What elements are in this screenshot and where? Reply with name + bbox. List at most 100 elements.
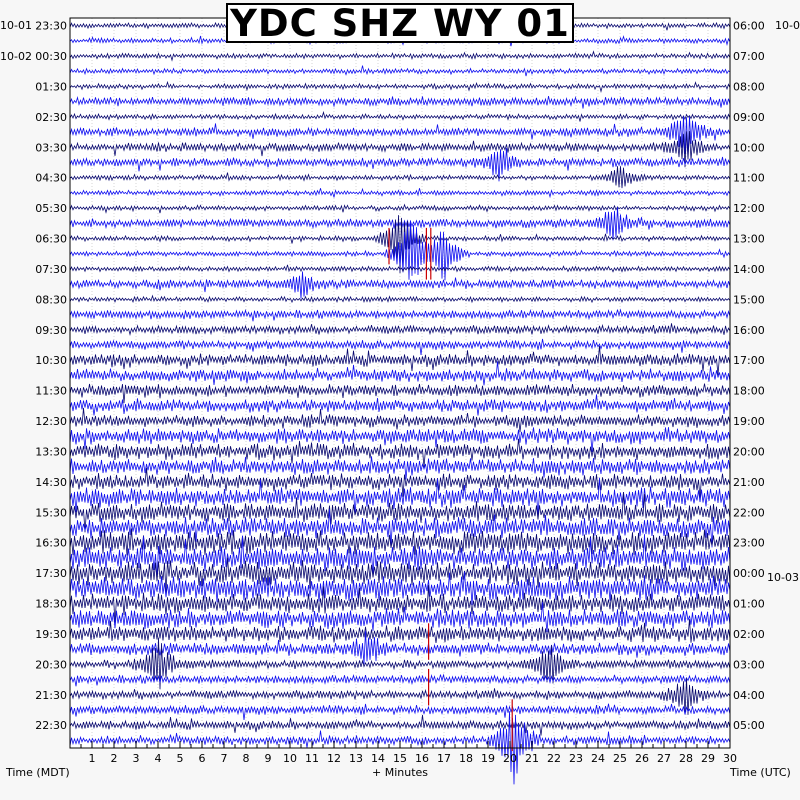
seismogram-traces [69,20,731,785]
trace-row [69,467,731,498]
x-tick-label: 10 [283,752,297,765]
y-tick-label-left: 08:30 [35,293,67,306]
x-axis-label: + Minutes [372,766,429,779]
plot-area [70,18,730,748]
x-tick-label: 20 [503,752,517,765]
y-tick-label-right: 17:00 [733,354,765,367]
right-axis-label: Time (UTC) [730,766,791,779]
x-tick-label: 28 [679,752,693,765]
y-tick-label-left: 01:30 [35,80,67,93]
y-tick-label-left: 12:30 [35,415,67,428]
y-tick-label-left: 20:30 [35,658,67,671]
y-tick-label-right: 18:00 [733,385,765,398]
y-tick-label-left: 00:30 [35,50,67,63]
x-tick-label: 6 [199,752,206,765]
y-tick-label-right: 22:00 [733,506,765,519]
trace-row [69,95,731,109]
y-tick-label-right: 01:00 [733,598,765,611]
trace-row [69,187,731,199]
y-tick-label-right: 11:00 [733,172,765,185]
trace-row [69,264,731,273]
x-tick-label: 4 [155,752,162,765]
x-tick-label: 29 [701,752,715,765]
y-tick-label-right: 16:00 [733,324,765,337]
trace-row [69,383,731,404]
trace-row [69,207,731,241]
x-tick-label: 22 [547,752,561,765]
y-tick-label-right: 03:00 [733,658,765,671]
y-tick-label-left: 15:30 [35,506,67,519]
y-tick-label-right: 13:00 [733,233,765,246]
x-tick-label: 5 [177,752,184,765]
y-tick-label-right: 02:00 [733,628,765,641]
y-tick-label-left: 05:30 [35,202,67,215]
right-date-label-top: 10-02 [775,19,800,32]
trace-row [69,637,731,690]
trace-row [69,116,731,156]
x-tick-label: 15 [393,752,407,765]
y-tick-label-right: 15:00 [733,293,765,306]
pick-markers [388,227,513,752]
x-tick-label: 13 [349,752,363,765]
y-tick-label-right: 07:00 [733,50,765,63]
left-axis-label: Time (MDT) [6,766,70,779]
y-tick-label-right: 08:00 [733,80,765,93]
y-tick-label-left: 07:30 [35,263,67,276]
trace-row [69,294,731,304]
y-tick-label-right: 21:00 [733,476,765,489]
x-tick-label: 9 [265,752,272,765]
y-tick-label-right: 14:00 [733,263,765,276]
trace-row [69,534,731,579]
trace-row [69,407,731,433]
right-date-label-mid: 10-03 [767,571,799,584]
chart-title: YDC SHZ WY 01 [226,2,574,45]
x-tick-label: 1 [89,752,96,765]
y-tick-label-right: 05:00 [733,719,765,732]
x-tick-label: 8 [243,752,250,765]
y-axis-labels: 23:30 00:30 01:30 02:30 03:30 04:30 05:30 06:30… [35,20,764,733]
y-tick-label-left: 18:30 [35,598,67,611]
x-tick-label: 2 [111,752,118,765]
y-tick-label-left: 14:30 [35,476,67,489]
trace-row [69,110,731,122]
left-date-label-top: 10-01 [0,19,32,32]
trace-row [69,308,731,322]
y-tick-label-right: 00:00 [733,567,765,580]
x-tick-label: 3 [133,752,140,765]
y-tick-label-right: 04:00 [733,689,765,702]
trace-row [69,492,731,533]
trace-row [69,361,731,386]
trace-row [69,456,731,480]
x-tick-label: 11 [305,752,319,765]
trace-row [69,619,731,643]
y-tick-label-left: 03:30 [35,141,67,154]
trace-row [69,427,731,453]
trace-row [69,65,731,77]
trace-row [69,323,731,336]
y-tick-label-right: 12:00 [733,202,765,215]
y-tick-label-left: 16:30 [35,537,67,550]
trace-row [69,584,731,624]
x-tick-label: 12 [327,752,341,765]
trace-row [69,703,731,720]
left-date-label-second: 10-02 [0,50,32,63]
y-tick-label-left: 11:30 [35,385,67,398]
trace-row [69,715,731,736]
x-tick-label: 27 [657,752,671,765]
y-tick-label-left: 06:30 [35,233,67,246]
y-tick-label-left: 23:30 [35,20,67,33]
x-tick-label: 7 [221,752,228,765]
x-tick-label: 19 [481,752,495,765]
x-tick-label: 21 [525,752,539,765]
y-tick-label-left: 21:30 [35,689,67,702]
trace-row [69,345,731,376]
x-tick-label: 23 [569,752,583,765]
trace-row [69,215,731,274]
y-tick-label-left: 13:30 [35,445,67,458]
trace-row [69,673,731,687]
trace-row [69,130,731,168]
trace-row [69,166,731,189]
x-tick-label: 26 [635,752,649,765]
y-tick-label-right: 20:00 [733,445,765,458]
trace-row [69,477,731,517]
